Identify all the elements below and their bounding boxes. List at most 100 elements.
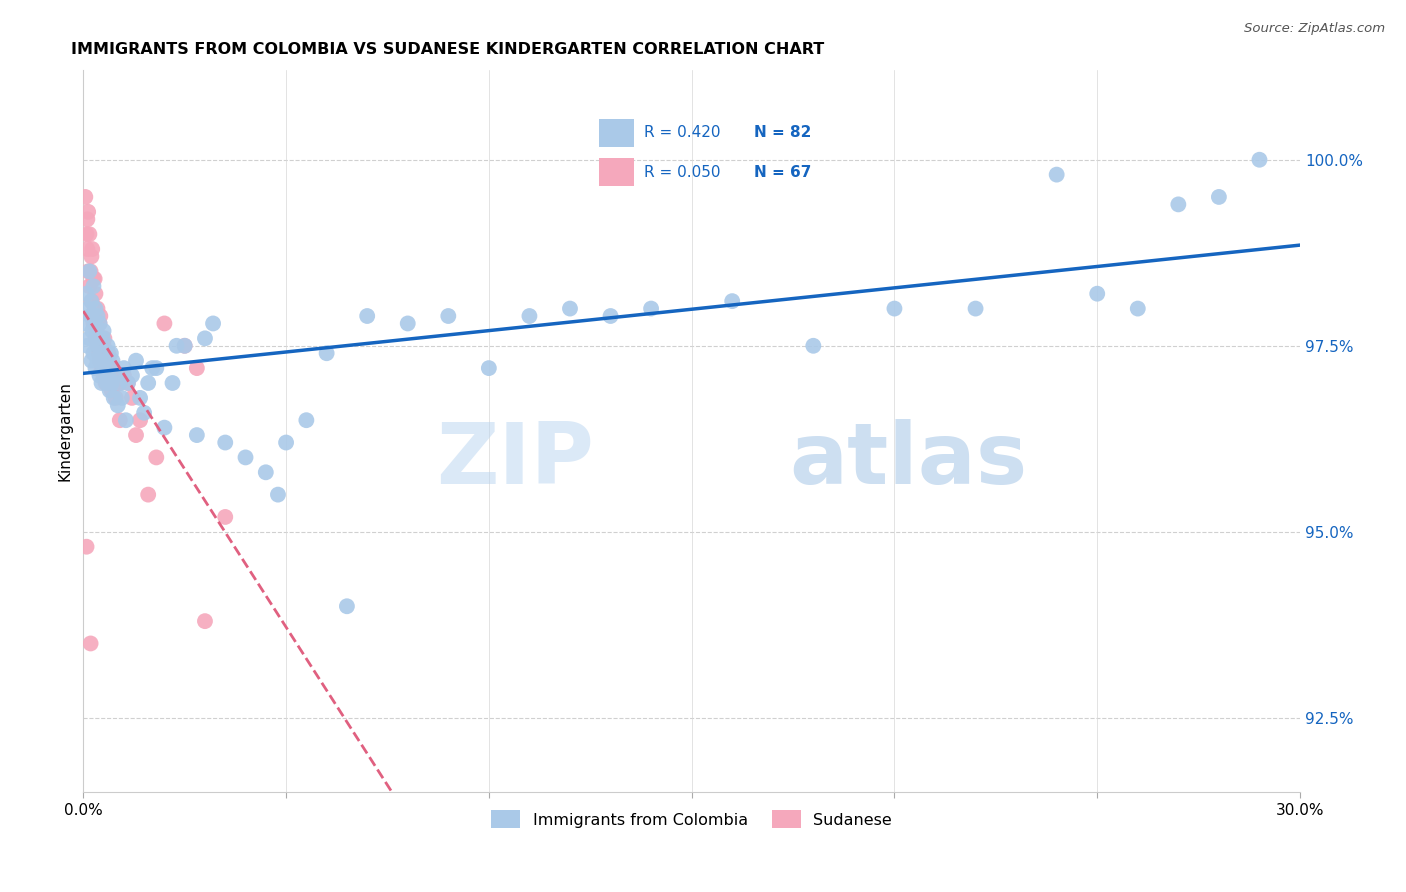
Point (115, 413, 138, 427)
Point (82, 242, 104, 256)
Point (89, 353, 111, 368)
Point (173, 339, 195, 353)
Point (267, 488, 290, 502)
Point (76, 339, 98, 353)
Point (97, 368, 120, 383)
Point (101, 361, 124, 376)
Point (117, 376, 139, 390)
Point (98, 384, 121, 398)
Point (77, 204, 100, 219)
Point (84, 331, 107, 345)
Point (194, 331, 217, 345)
Point (79, 264, 101, 278)
Point (1046, 168, 1069, 182)
Point (86, 339, 108, 353)
Point (84, 286, 107, 301)
Y-axis label: Kindergarten: Kindergarten (58, 382, 72, 482)
Point (75, 317, 97, 331)
Point (86, 301, 108, 316)
Point (108, 413, 131, 427)
Point (112, 368, 135, 383)
Point (82, 309, 104, 323)
Point (104, 376, 127, 390)
Point (91, 331, 114, 345)
Point (89, 317, 111, 331)
Point (87, 346, 110, 360)
Point (356, 309, 378, 323)
Point (90, 361, 112, 376)
Point (84, 361, 107, 376)
Point (519, 309, 541, 323)
Point (104, 391, 127, 405)
Point (76, 242, 98, 256)
Point (75, 190, 97, 204)
Point (396, 317, 419, 331)
Point (1208, 190, 1230, 204)
Point (89, 317, 111, 331)
Point (153, 317, 176, 331)
Point (97, 368, 120, 383)
Point (79, 264, 101, 278)
Point (94, 376, 117, 390)
Point (83, 301, 105, 316)
Point (274, 435, 297, 450)
Point (89, 368, 111, 383)
Point (166, 339, 188, 353)
Point (79, 227, 101, 242)
Point (89, 309, 111, 323)
Point (125, 353, 148, 368)
Point (76, 540, 98, 554)
Point (965, 301, 987, 316)
Point (93, 368, 115, 383)
Point (801, 339, 824, 353)
Point (315, 346, 337, 360)
Point (90, 376, 112, 390)
Point (80, 353, 103, 368)
Point (98, 376, 121, 390)
Point (87, 339, 110, 353)
Point (79, 309, 101, 323)
Point (111, 391, 134, 405)
Point (153, 420, 176, 434)
Point (86, 309, 108, 323)
Point (96, 376, 118, 390)
Text: atlas: atlas (789, 418, 1028, 501)
Point (83, 272, 105, 286)
Point (82, 279, 104, 293)
Point (1167, 197, 1189, 211)
Point (112, 361, 135, 376)
Point (90, 331, 112, 345)
Point (108, 376, 131, 390)
Point (437, 309, 460, 323)
Point (98, 376, 121, 390)
Point (145, 450, 167, 465)
Point (82, 272, 104, 286)
Point (640, 301, 662, 316)
Point (82, 317, 104, 331)
Point (121, 368, 143, 383)
Point (84, 331, 107, 345)
Point (76, 286, 98, 301)
Text: IMMIGRANTS FROM COLOMBIA VS SUDANESE KINDERGARTEN CORRELATION CHART: IMMIGRANTS FROM COLOMBIA VS SUDANESE KIN… (72, 42, 824, 57)
Point (79, 331, 101, 345)
Point (117, 376, 139, 390)
Point (121, 391, 143, 405)
Point (173, 339, 195, 353)
Point (84, 324, 107, 338)
Point (93, 361, 115, 376)
Point (97, 361, 120, 376)
Point (93, 339, 115, 353)
Point (214, 510, 236, 524)
Point (186, 428, 208, 442)
Point (100, 376, 122, 390)
Point (96, 361, 118, 376)
Point (254, 465, 277, 479)
Point (1249, 153, 1271, 167)
Point (97, 339, 120, 353)
Point (80, 250, 103, 264)
Point (103, 391, 125, 405)
Point (82, 346, 104, 360)
Point (103, 368, 125, 383)
Point (97, 353, 120, 368)
Point (93, 353, 115, 368)
